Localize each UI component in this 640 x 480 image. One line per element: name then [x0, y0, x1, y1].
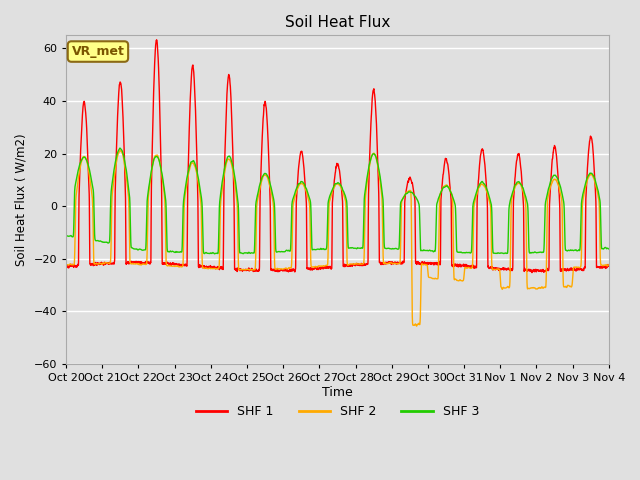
Text: VR_met: VR_met [72, 45, 124, 58]
SHF 3 [429, 249, 437, 254]
Line: SHF 3: SHF 3 [66, 148, 609, 254]
SHF 1 [160, 260, 168, 266]
Line: SHF 1: SHF 1 [66, 40, 609, 273]
SHF 2 [605, 262, 612, 268]
SHF 3 [490, 250, 498, 256]
SHF 1 [605, 263, 612, 268]
X-axis label: Time: Time [322, 385, 353, 398]
SHF 2 [62, 262, 70, 267]
Legend: SHF 1, SHF 2, SHF 3: SHF 1, SHF 2, SHF 3 [191, 400, 484, 423]
SHF 1 [153, 37, 161, 43]
SHF 1 [429, 261, 437, 267]
SHF 3 [317, 246, 325, 252]
SHF 3 [605, 246, 612, 252]
SHF 1 [460, 263, 467, 269]
Y-axis label: Soil Heat Flux ( W/m2): Soil Heat Flux ( W/m2) [15, 133, 28, 266]
Title: Soil Heat Flux: Soil Heat Flux [285, 15, 390, 30]
SHF 3 [460, 250, 467, 255]
SHF 1 [604, 263, 612, 269]
SHF 1 [317, 265, 325, 271]
SHF 2 [413, 323, 420, 329]
SHF 2 [160, 187, 168, 192]
SHF 3 [211, 251, 218, 257]
SHF 3 [604, 246, 612, 252]
SHF 2 [116, 148, 124, 154]
SHF 1 [490, 266, 498, 272]
SHF 1 [528, 270, 536, 276]
SHF 2 [317, 263, 325, 269]
Line: SHF 2: SHF 2 [66, 151, 609, 326]
SHF 2 [460, 278, 467, 284]
SHF 3 [160, 182, 168, 188]
SHF 2 [429, 276, 437, 281]
SHF 2 [490, 266, 498, 272]
SHF 3 [116, 145, 124, 151]
SHF 3 [62, 232, 70, 238]
SHF 2 [604, 262, 612, 268]
SHF 1 [62, 261, 70, 267]
